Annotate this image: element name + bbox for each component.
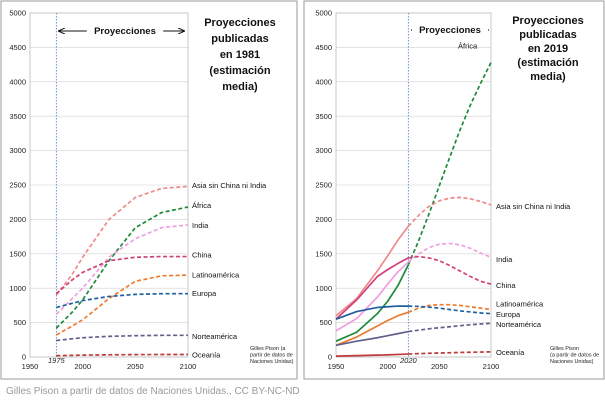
y-tick-label-500: 500 [13,318,26,327]
x-tick-label-2000: 2000 [379,362,396,371]
series-line-europa-observed [335,305,409,320]
series-label-asia-sin-china-ni-india: Asia sin China ni India [192,181,267,190]
x-tick-label-1950: 1950 [328,362,345,371]
right-panel-frame [303,0,605,380]
plot-area-border [335,12,492,358]
y-tick-label-0: 0 [328,353,332,362]
chart-title-line-4: (estimación [209,65,270,77]
chart-title-line-3: en 1981 [220,49,260,61]
projection-start-label: 2020 [399,356,418,365]
chart-title-line-5: media) [530,71,566,83]
series-label-oceania: Oceanía [192,350,221,359]
y-tick-label-2000: 2000 [315,215,332,224]
series-line-norteamerica [56,334,188,342]
credit-line-2: (a partir de datos de [550,353,599,359]
y-tick-label-3000: 3000 [315,146,332,155]
left-panel-frame [0,0,298,380]
credit-line-3: Naciones Unidas) [550,359,594,365]
projection-start-label: 1975 [48,356,66,365]
y-tick-label-2500: 2500 [9,181,26,190]
series-label-africa: África [192,201,212,210]
y-tick-label-1500: 1500 [9,249,26,258]
series-label-india: India [192,221,209,230]
series-line-africa-projected [407,62,492,266]
series-line-africa [55,206,189,329]
series-label-europa: Europa [496,310,521,319]
series-line-asia-sin-china-ni-india-projected [407,196,492,227]
series-label-china: China [192,251,212,260]
y-tick-label-2000: 2000 [9,215,26,224]
chart-panel-1981: 0 500 1000 1500 2000 2500 3000 3500 4000 4500 5000… [9,9,293,371]
series-line-china-projected [408,255,492,285]
series-line-norteamerica-observed [335,330,409,347]
chart-title-line-5: media) [222,81,258,93]
y-tick-label-0: 0 [22,353,26,362]
x-tick-label-2100: 2100 [483,362,500,371]
series-line-europa [56,292,188,309]
series-line-india-projected [407,242,492,263]
y-tick-label-2500: 2500 [315,181,332,190]
image-caption: Gilles Pison a partir de datos de Nacion… [6,386,300,397]
y-tick-label-5000: 5000 [9,9,26,18]
series-line-oceania-projected [408,350,492,355]
y-tick-label-4000: 4000 [9,77,26,86]
series-label-latinoamerica: Latinoamérica [496,300,544,309]
x-tick-label-2050: 2050 [431,362,448,371]
y-tick-label-4500: 4500 [315,43,332,52]
series-line-china-observed [335,257,409,320]
series-line-oceania-observed [335,353,409,357]
series-line-latinoamerica-observed [335,311,409,347]
credit-line-1: Gilles Pison (a [250,346,286,352]
series-line-india [55,224,189,315]
y-tick-label-1000: 1000 [315,284,332,293]
y-tick-label-4500: 4500 [9,43,26,52]
credit-line-2: partir de datos de [250,353,293,359]
chart-panel-2019: 0 500 1000 1500 2000 2500 3000 3500 4000 4500 5000… [315,9,599,371]
series-line-india-observed [335,261,409,332]
series-line-norteamerica-projected [408,322,492,333]
credit-line-3: Naciones Unidas) [250,359,294,365]
series-label-africa: África [458,42,478,51]
projection-label-background [411,22,489,34]
chart-title-line-2: publicadas [519,29,576,41]
series-label-china: China [496,281,516,290]
series-line-asia-sin-china-ni-india [55,185,189,296]
series-label-oceania: Oceanía [496,348,525,357]
chart-title-line-4: (estimación [517,57,578,69]
projection-label: Proyecciones [94,26,156,37]
x-tick-label-2100: 2100 [180,362,197,371]
series-label-asia-sin-china-ni-india: Asia sin China ni India [496,202,571,211]
chart-title-line-1: Proyecciones [512,15,584,27]
x-tick-label-2050: 2050 [127,362,144,371]
chart-title-line-1: Proyecciones [204,17,276,29]
series-line-europa-projected [408,305,492,315]
series-label-europa: Europa [192,289,217,298]
series-label-latinoamerica: Latinoamérica [192,271,240,280]
y-tick-label-500: 500 [319,318,332,327]
chart-title-line-2: publicadas [211,33,268,45]
x-tick-label-2000: 2000 [74,362,91,371]
chart-title-line-3: en 2019 [528,43,568,55]
y-tick-label-3500: 3500 [315,112,332,121]
projection-label: Proyecciones [419,25,481,36]
series-line-asia-sin-china-ni-india-observed [335,225,410,317]
y-tick-label-3000: 3000 [9,146,26,155]
y-tick-label-4000: 4000 [315,77,332,86]
y-tick-label-1500: 1500 [315,249,332,258]
series-label-india: India [496,255,513,264]
y-tick-label-5000: 5000 [315,9,332,18]
credit-line-1: Gilles Pison [550,346,579,352]
series-label-norteamerica: Norteamérica [192,332,238,341]
series-line-china [55,255,188,295]
x-tick-label-1950: 1950 [22,362,39,371]
plot-area-border [29,12,189,358]
series-label-norteamerica: Norteamérica [496,320,542,329]
y-tick-label-3500: 3500 [9,112,26,121]
y-tick-label-1000: 1000 [9,284,26,293]
series-line-oceania [56,353,188,357]
projection-label-background [86,23,164,35]
